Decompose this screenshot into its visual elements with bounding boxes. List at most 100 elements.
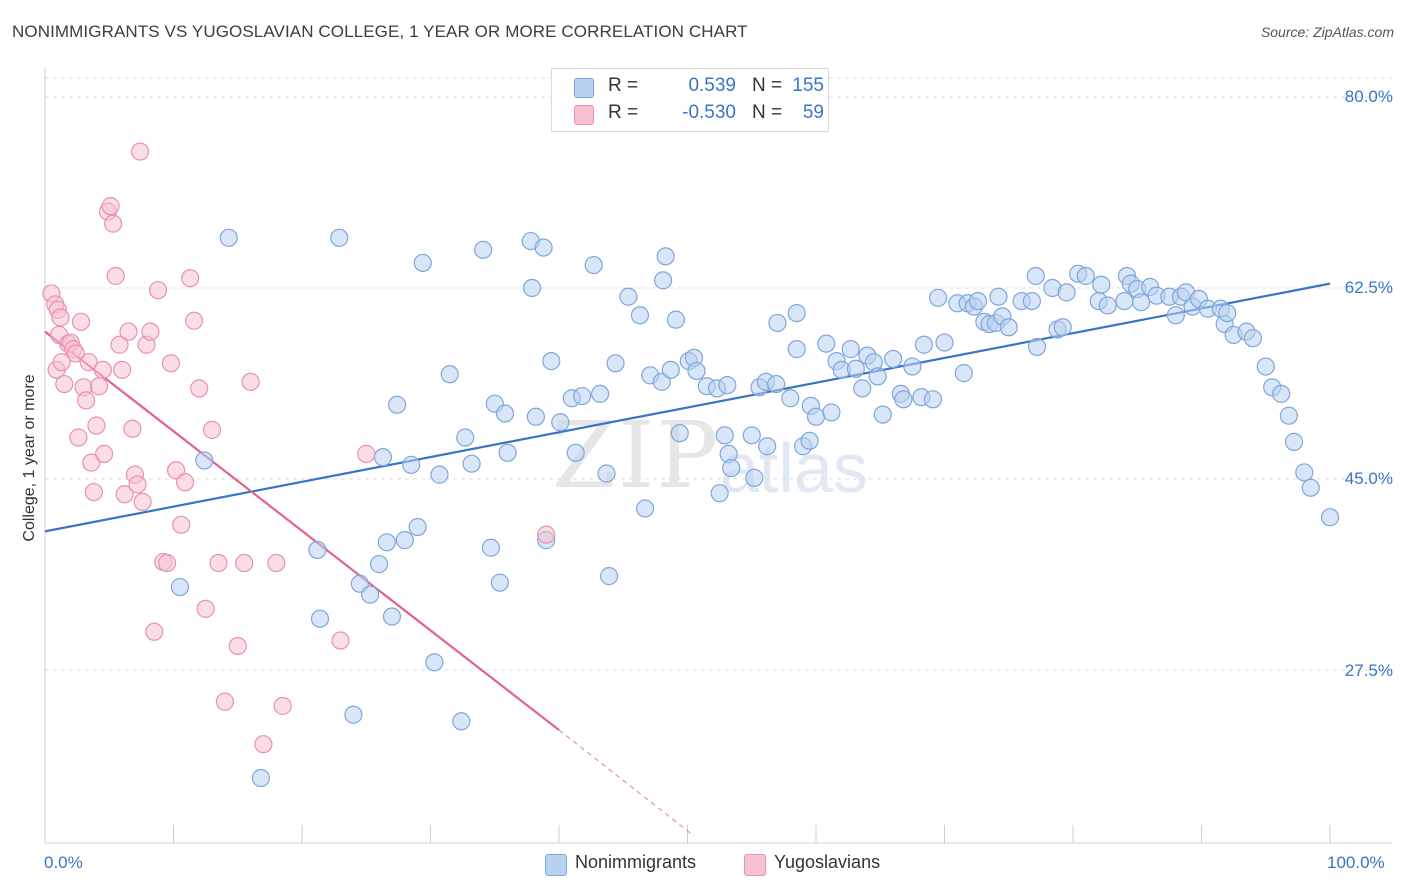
nonimmigrants-point bbox=[787, 303, 806, 323]
nonimmigrants-point bbox=[883, 349, 903, 369]
correlation-legend: R = 0.539 N = 155 R = -0.530 N = 59 bbox=[551, 68, 829, 132]
nonimmigrants-point bbox=[1256, 357, 1275, 376]
legend-n-value: 155 bbox=[792, 75, 824, 96]
yugoslavians-point bbox=[69, 428, 88, 447]
nonimmigrants-point bbox=[619, 287, 638, 306]
yugoslavians-point bbox=[119, 322, 138, 341]
nonimmigrants-point bbox=[1218, 303, 1237, 323]
nonimmigrants-point bbox=[1092, 275, 1111, 294]
yugoslavians-point bbox=[190, 379, 209, 398]
nonimmigrants-point bbox=[928, 288, 948, 307]
nonimmigrants-point bbox=[1166, 306, 1185, 325]
nonimmigrants-point bbox=[670, 424, 689, 443]
yugoslavians-point bbox=[241, 372, 260, 391]
nonimmigrants-point bbox=[600, 567, 619, 586]
nonimmigrants-point bbox=[989, 287, 1008, 306]
yugoslavians-point bbox=[95, 444, 114, 463]
bottom-legend-swatch-blue bbox=[545, 854, 567, 876]
data-points bbox=[42, 142, 1340, 788]
nonimmigrants-point bbox=[1279, 406, 1298, 425]
nonimmigrants-point bbox=[606, 354, 625, 373]
y-tick-label: 45.0% bbox=[1344, 469, 1393, 488]
nonimmigrants-point bbox=[742, 426, 761, 445]
trend-lines bbox=[44, 282, 1331, 837]
nonimmigrants-point bbox=[968, 291, 988, 311]
nonimmigrants-point bbox=[1115, 291, 1134, 311]
yugoslavians-point bbox=[133, 492, 152, 512]
nonimmigrants-point bbox=[781, 389, 800, 408]
nonimmigrants-point bbox=[373, 448, 393, 467]
legend-swatch-blue bbox=[574, 78, 594, 98]
yugoslavians-point bbox=[235, 553, 254, 573]
nonimmigrants-point bbox=[868, 367, 887, 386]
nonimmigrants-point bbox=[687, 361, 706, 381]
yugoslavians-point bbox=[357, 444, 376, 463]
yugoslavians-point bbox=[130, 142, 150, 161]
yugoslavians-point bbox=[148, 281, 168, 300]
legend-n-value: 59 bbox=[802, 102, 824, 123]
y-tick-label: 62.5% bbox=[1344, 278, 1393, 297]
nonimmigrants-point bbox=[452, 712, 471, 731]
nonimmigrants-point bbox=[430, 465, 449, 484]
nonimmigrants-point bbox=[395, 531, 414, 550]
nonimmigrants-point bbox=[219, 228, 238, 247]
nonimmigrants-point bbox=[635, 499, 655, 518]
yugoslavians-point bbox=[145, 622, 164, 641]
watermark-atlas: atlas bbox=[720, 429, 868, 507]
bottom-legend-label: Yugoslavians bbox=[774, 852, 881, 872]
yugoslavians-point bbox=[93, 360, 112, 379]
nonimmigrants-point bbox=[382, 607, 402, 626]
nonimmigrants-point bbox=[853, 379, 872, 398]
nonimmigrants-point bbox=[1243, 329, 1263, 348]
nonimmigrants-point bbox=[923, 390, 943, 409]
yugoslavians-point bbox=[87, 416, 106, 435]
nonimmigrants-point bbox=[1320, 508, 1340, 527]
nonimmigrants-point bbox=[526, 407, 545, 426]
nonimmigrants-point bbox=[308, 540, 327, 560]
nonimmigrants-point bbox=[597, 464, 616, 483]
nonimmigrants-point bbox=[745, 468, 764, 487]
nonimmigrants-point bbox=[490, 573, 509, 592]
yugoslavians-point bbox=[202, 420, 222, 439]
yugoslavians-point bbox=[51, 308, 70, 327]
x-tick-label-max: 100.0% bbox=[1327, 853, 1385, 872]
nonimmigrants-point bbox=[1027, 337, 1047, 357]
legend-r-value: 0.539 bbox=[688, 75, 736, 96]
yugoslavians-point bbox=[77, 391, 96, 410]
yugoslavians-point bbox=[228, 636, 247, 656]
source-label: Source: ZipAtlas.com bbox=[1260, 24, 1394, 40]
nonimmigrants-point bbox=[999, 318, 1018, 337]
nonimmigrants-point bbox=[456, 428, 475, 447]
nonimmigrants-point bbox=[661, 360, 680, 379]
yugoslavians-point bbox=[115, 485, 134, 504]
nonimmigrants-point bbox=[195, 451, 214, 470]
y-axis-label: College, 1 year or more bbox=[21, 374, 38, 542]
nonimmigrants-point bbox=[522, 278, 542, 298]
yugoslavians-point bbox=[89, 377, 109, 396]
yugoslavians-point bbox=[52, 353, 71, 372]
legend-r-value: -0.530 bbox=[682, 102, 736, 123]
yugoslavians-point bbox=[331, 631, 350, 650]
y-tick-label: 80.0% bbox=[1344, 87, 1393, 106]
yugoslavians-point bbox=[254, 735, 273, 754]
nonimmigrants-point bbox=[768, 313, 787, 333]
nonimmigrants-point bbox=[817, 334, 836, 353]
nonimmigrants-point bbox=[425, 653, 444, 672]
nonimmigrants-point bbox=[873, 405, 892, 424]
yugoslavians-point bbox=[273, 696, 292, 716]
yugoslavians-point bbox=[82, 453, 101, 472]
yugoslavians-point bbox=[181, 269, 200, 288]
nonimmigrants-point bbox=[584, 255, 603, 275]
yugoslavians-point bbox=[101, 197, 120, 216]
nonimmigrants-point bbox=[474, 240, 493, 259]
legend-r-label: R = bbox=[608, 75, 639, 96]
yugoslavians-point bbox=[104, 214, 123, 233]
yugoslavians-point bbox=[267, 553, 286, 573]
legend-r-label: R = bbox=[608, 102, 639, 123]
nonimmigrants-point bbox=[715, 426, 734, 445]
nonimmigrants-point bbox=[170, 577, 190, 597]
axes bbox=[44, 68, 1392, 844]
nonimmigrants-point bbox=[914, 335, 934, 354]
nonimmigrants-point bbox=[251, 768, 270, 788]
